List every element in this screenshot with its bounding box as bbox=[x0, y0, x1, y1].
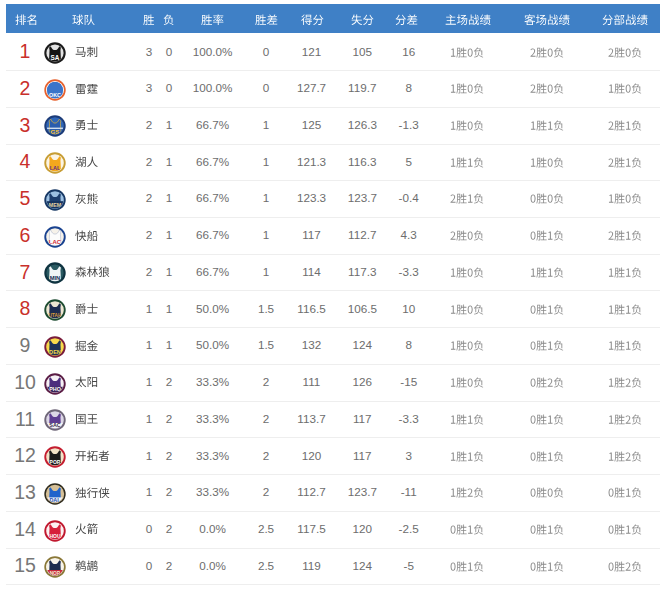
svg-text:POR: POR bbox=[50, 459, 61, 465]
svg-text:OKC: OKC bbox=[49, 92, 61, 98]
svg-text:MIN: MIN bbox=[50, 275, 61, 281]
svg-text:SA: SA bbox=[51, 54, 60, 61]
svg-text:GS: GS bbox=[51, 128, 60, 135]
svg-text:DEN: DEN bbox=[49, 349, 61, 355]
